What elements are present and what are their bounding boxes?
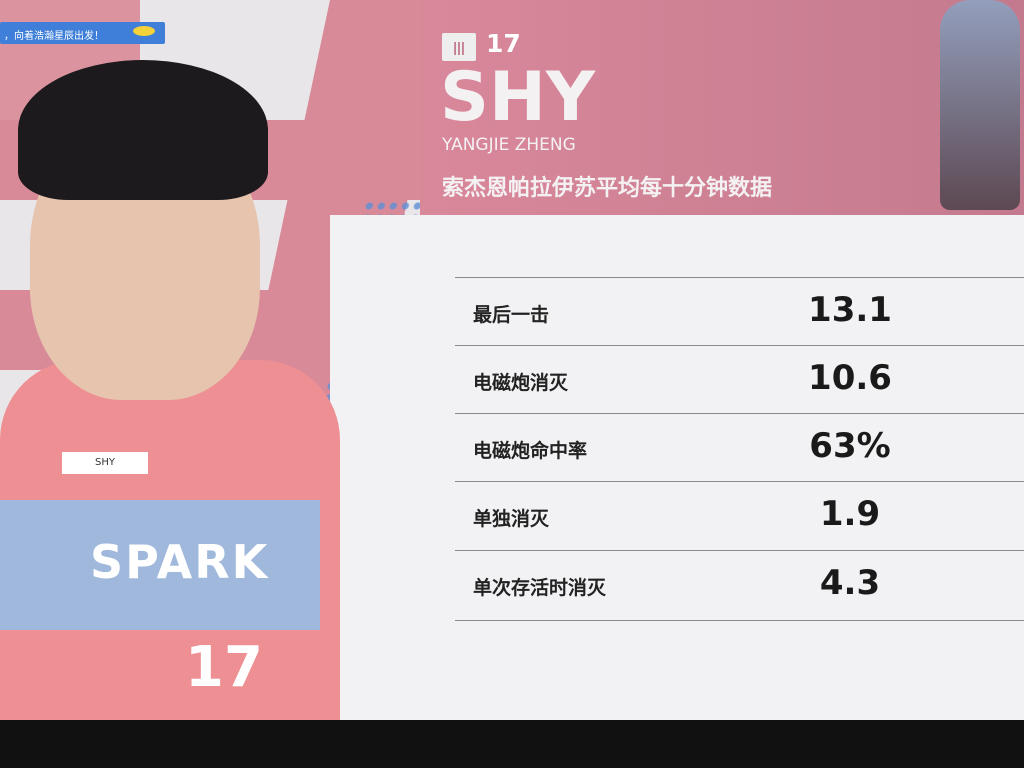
stat-row: 电磁炮消灭 10.6 [455, 345, 1024, 413]
stat-value: 4.3 [819, 563, 881, 603]
shirt-band [0, 500, 320, 630]
mascot-icon [133, 26, 155, 36]
header-panel [420, 0, 1024, 215]
ticker-banner: ，向着浩瀚星辰出发！ [0, 22, 165, 44]
stat-row: 单次存活时消灭 4.3 [455, 550, 1024, 618]
player-hair [18, 60, 268, 200]
stat-row: 单独消灭 1.9 [455, 481, 1024, 549]
stat-label: 单独消灭 [473, 508, 550, 530]
hero-figure [940, 0, 1020, 210]
stats-subtitle: 索杰恩帕拉伊苏平均每十分钟数据 [442, 176, 773, 201]
stat-label: 电磁炮命中率 [473, 440, 588, 462]
player-photo: SHY SPARK 17 [0, 60, 340, 720]
stat-value: 13.1 [808, 290, 892, 330]
player-handle: SHY [440, 58, 596, 137]
shirt-number: 17 [185, 635, 263, 700]
jersey-number: 17 [486, 29, 521, 58]
stat-value: 10.6 [808, 358, 892, 398]
stat-row: 电磁炮命中率 63% [455, 413, 1024, 481]
player-real-name: YANGJIE ZHENG [442, 135, 576, 155]
stats-panel [330, 215, 1024, 720]
stat-row: 最后一击 13.1 [455, 277, 1024, 345]
divider [455, 620, 1024, 621]
stat-label: 单次存活时消灭 [473, 577, 607, 599]
stat-label: 电磁炮消灭 [473, 372, 569, 394]
shirt-name-tag: SHY [62, 452, 148, 474]
broadcast-screen: ，向着浩瀚星辰出发！ SHY SPARK 17 ||| 17 SHY YANGJ… [0, 0, 1024, 720]
stat-value: 63% [809, 426, 891, 466]
ticker-text: ，向着浩瀚星辰出发！ [4, 31, 104, 42]
shirt-team-logo: SPARK [90, 535, 270, 589]
stat-label: 最后一击 [473, 304, 550, 326]
stat-value: 1.9 [819, 494, 881, 534]
damage-role-icon: ||| [442, 33, 476, 61]
